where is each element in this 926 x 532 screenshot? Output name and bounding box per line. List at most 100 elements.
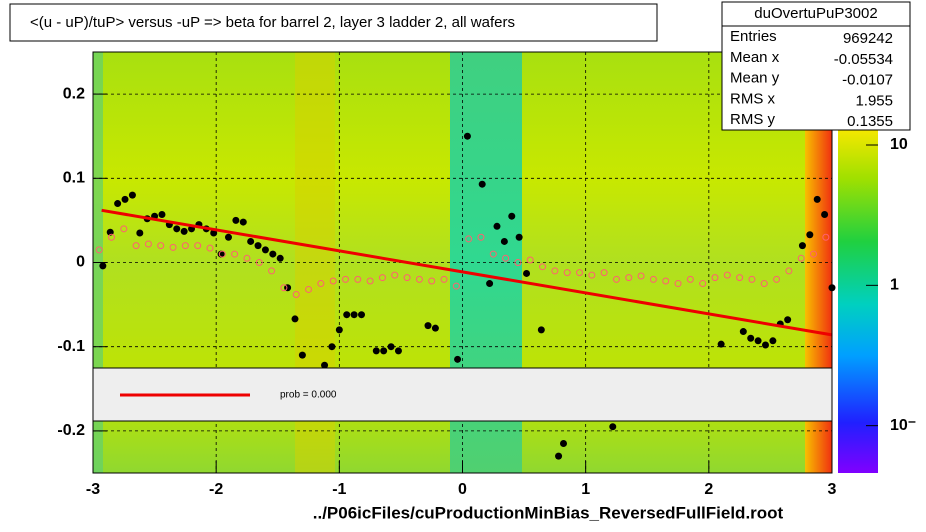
fit-line [101,208,833,337]
data-point [454,355,462,363]
chart-title: <(u - uP)/tuP> versus -uP => beta for ba… [30,14,515,31]
data-point [559,440,567,448]
data-point [403,274,411,282]
data-point [736,274,744,282]
data-point [157,242,165,250]
data-point [424,322,432,330]
data-point [514,259,522,266]
data-point [354,275,362,283]
data-point [232,216,240,224]
data-point [329,277,337,285]
data-point [366,277,374,285]
z-tick-label: 10 [890,136,908,153]
data-point [280,284,288,292]
data-point [144,240,152,248]
data-point [284,284,292,292]
data-point [328,343,336,351]
data-point [305,285,313,293]
stats-label: Mean y [730,70,780,87]
data-point [489,250,497,258]
data-point [686,275,694,283]
z-tick-label: 10⁻ [890,417,916,434]
data-point [255,259,263,266]
data-point [114,200,122,208]
data-point [358,311,366,319]
data-point [625,274,633,282]
data-point [95,246,103,254]
data-point [674,280,682,288]
data-point [555,452,563,460]
x-axis-label: ../P06icFiles/cuProductionMinBias_Revers… [313,503,784,522]
data-point [502,254,510,262]
stats-value: -0.05534 [834,51,893,68]
data-point [588,271,596,279]
data-point [711,274,719,282]
data-point [335,326,343,334]
y-tick-label: 0 [76,254,85,271]
data-point [508,212,516,220]
x-tick-label: 0 [458,481,467,498]
data-point [662,277,670,285]
x-tick-label: 1 [581,481,590,498]
stats-label: RMS x [730,90,776,107]
y-tick-label: 0.1 [63,170,85,187]
data-point [350,311,358,319]
stats-label: Mean x [730,49,780,66]
data-point [515,233,523,241]
data-point [317,280,325,288]
data-point [128,191,136,199]
data-point [452,282,460,290]
data-point [717,340,725,348]
stats-value: -0.0107 [842,72,893,89]
data-point [760,280,768,288]
x-tick-label: 3 [828,481,837,498]
data-point [268,267,276,275]
data-point [523,269,531,277]
data-point [551,267,559,275]
data-point [754,337,762,345]
data-point [500,237,508,245]
data-point [723,271,731,279]
data-point [321,361,329,369]
data-point [600,269,608,277]
data-point [261,246,269,254]
data-point [380,347,388,355]
data-point [173,225,181,233]
data-point [478,180,486,188]
data-point [537,326,545,334]
data-point [120,225,128,233]
data-point [739,328,747,336]
title-box [9,3,658,42]
data-point [463,132,471,140]
data-point [748,275,756,283]
data-point [784,316,792,324]
stats-value: 1.955 [855,92,893,109]
data-point [806,231,814,239]
y-tick-label: 0.2 [63,85,85,102]
data-point [269,250,277,258]
data-point [391,271,399,279]
data-point [822,233,830,241]
data-point [107,233,115,241]
y-tick-label: -0.1 [57,338,85,355]
axes: -3 -2 -1 0 1 2 3 0.2 0.1 0 -0.1 -0.2 10 1 10⁻ [57,85,916,498]
stats-value: 969242 [843,30,893,47]
data-point [813,195,821,203]
data-point [206,244,214,252]
data-point [169,243,177,251]
stats-rows: Entries 969242 Mean x -0.05534 Mean y -0.0107… [730,28,893,130]
data-point [649,275,657,283]
data-point [493,222,501,230]
x-tick-label: -3 [86,481,100,498]
data-point [132,242,140,250]
data-point [415,275,423,283]
data-point [224,233,232,241]
data-point [276,254,284,262]
data-point [769,337,777,345]
data-point [431,324,439,332]
data-point [576,269,584,277]
data-point [797,254,805,262]
data-point [99,262,107,270]
data-point [486,280,494,288]
